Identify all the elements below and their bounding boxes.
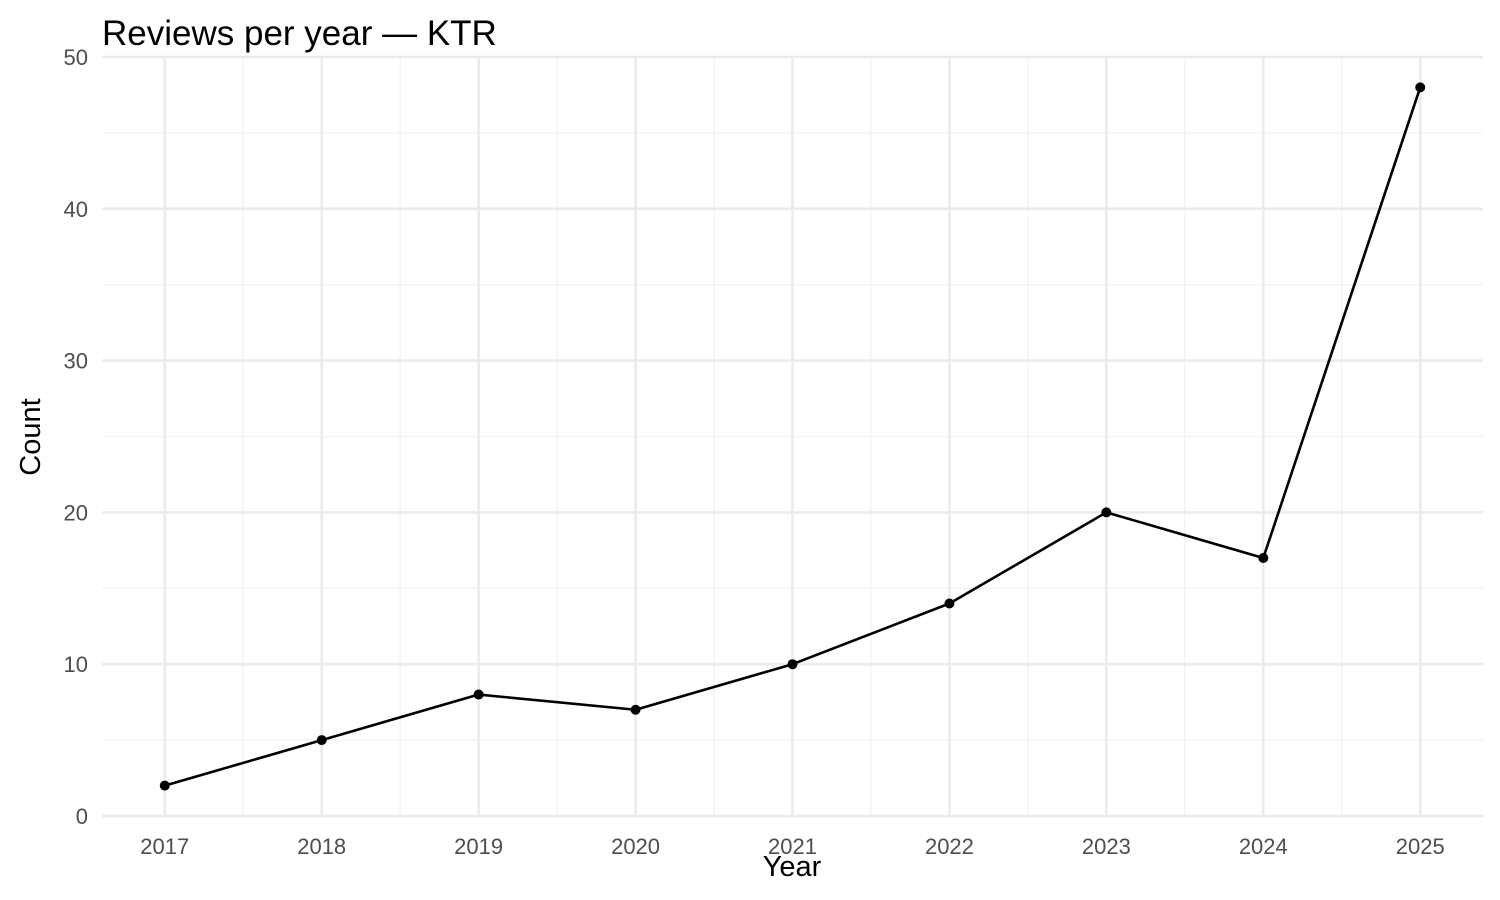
y-axis-title: Count (15, 398, 47, 475)
y-tick-label: 40 (64, 197, 88, 222)
data-point (787, 659, 798, 670)
x-tick-label: 2020 (611, 834, 660, 859)
y-tick-label: 30 (64, 349, 88, 374)
data-point (630, 704, 641, 715)
data-point (944, 598, 955, 609)
data-point (159, 780, 170, 791)
x-tick-label: 2024 (1239, 834, 1288, 859)
x-tick-label: 2023 (1082, 834, 1131, 859)
data-point (316, 735, 327, 746)
data-point (1101, 507, 1112, 518)
x-tick-label: 2021 (768, 834, 817, 859)
data-point (473, 689, 484, 700)
x-tick-label: 2018 (297, 834, 346, 859)
y-axis-ticks: 0 10 20 30 40 50 (64, 45, 88, 829)
data-point (1258, 552, 1269, 563)
x-axis-ticks: 2017 2018 2019 2020 2021 2022 2023 2024 2025 (140, 834, 1444, 859)
x-tick-label: 2017 (140, 834, 189, 859)
data-points (159, 82, 1426, 791)
data-point (1415, 82, 1426, 93)
chart-title: Reviews per year — KTR (102, 14, 497, 53)
y-tick-label: 10 (64, 652, 88, 677)
x-tick-label: 2022 (925, 834, 974, 859)
x-axis-title: Year (763, 851, 822, 883)
major-gridlines (102, 55, 1483, 818)
x-tick-label: 2019 (454, 834, 503, 859)
x-tick-label: 2025 (1396, 834, 1445, 859)
y-tick-label: 50 (64, 45, 88, 70)
y-tick-label: 20 (64, 500, 88, 525)
y-tick-label: 0 (76, 804, 88, 829)
